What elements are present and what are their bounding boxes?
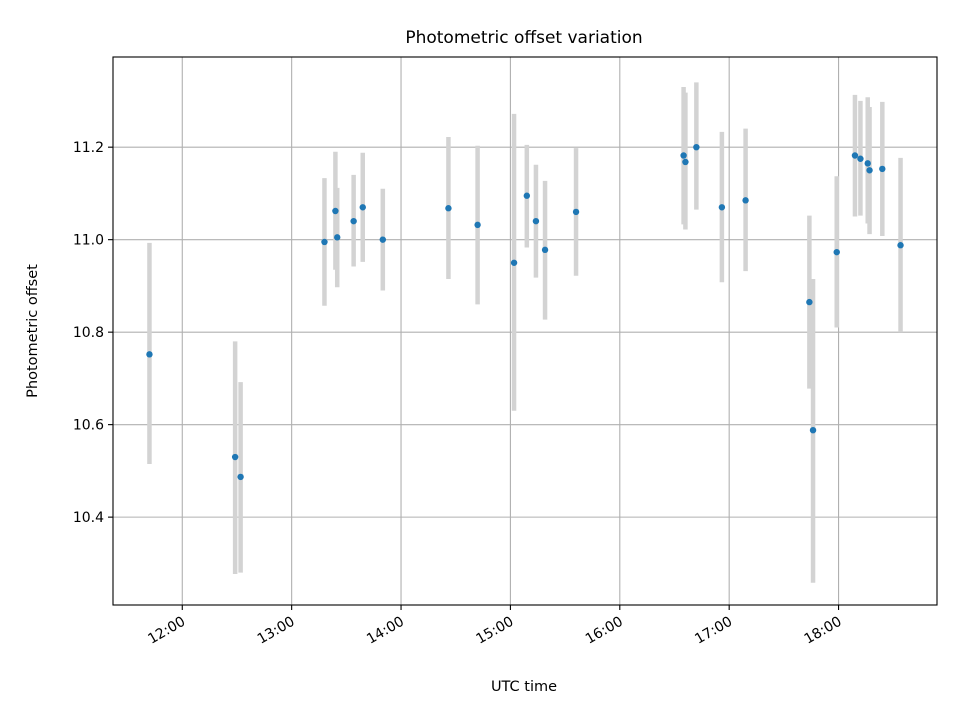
data-point — [350, 217, 357, 225]
y-tick-label: 10.6 — [73, 418, 104, 434]
data-point — [334, 234, 341, 241]
data-point — [806, 298, 813, 306]
data-point — [321, 238, 328, 246]
data-point — [523, 192, 531, 199]
data-point — [532, 217, 540, 225]
grid — [113, 57, 937, 605]
chart-title: Photometric offset variation — [405, 28, 642, 48]
data-point — [742, 197, 749, 204]
data-point — [809, 426, 817, 434]
data-point — [572, 208, 580, 216]
data-point — [879, 165, 886, 173]
y-tick-label: 11.2 — [73, 140, 104, 156]
data-point — [864, 160, 871, 167]
data-point — [866, 167, 873, 174]
data-point — [857, 155, 864, 162]
data-point — [833, 248, 840, 256]
data-point — [680, 152, 687, 159]
y-tick-label: 10.8 — [73, 325, 104, 341]
data-points — [146, 143, 904, 481]
data-point — [510, 259, 518, 266]
data-point — [237, 473, 244, 481]
y-axis-label: Photometric offset — [25, 264, 41, 398]
plot-frame — [112, 56, 938, 606]
data-point — [474, 221, 481, 229]
data-point — [332, 207, 339, 215]
y-tick-label: 10.4 — [73, 510, 104, 526]
data-point — [541, 246, 549, 254]
data-point — [445, 205, 452, 212]
data-point — [851, 152, 859, 159]
data-point — [718, 204, 726, 211]
data-point — [682, 158, 689, 166]
y-tick-label: 11.0 — [73, 233, 104, 249]
x-axis-label: UTC time — [491, 679, 557, 695]
data-point — [693, 143, 700, 151]
data-point — [897, 242, 904, 249]
data-point — [146, 351, 153, 358]
data-point — [359, 204, 366, 211]
data-point — [231, 453, 239, 461]
data-point — [379, 236, 387, 243]
